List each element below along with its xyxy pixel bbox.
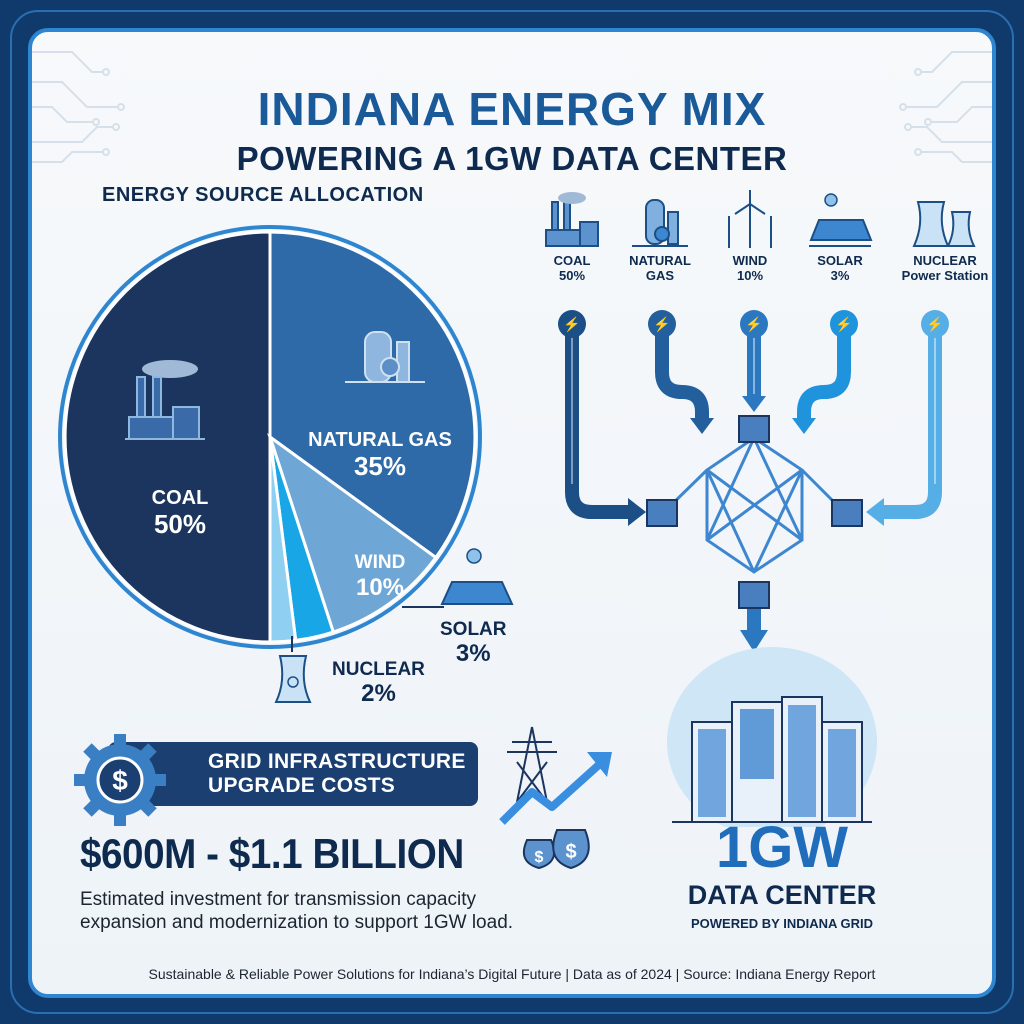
solar-panel-icon [402, 548, 514, 608]
svg-text:$: $ [565, 841, 576, 863]
energy-pie-chart: COAL 50% NATURAL GAS 35% WIND 10% [50, 217, 490, 657]
nuclear-cooling-tower-icon [912, 201, 976, 247]
coal-plant-icon [545, 192, 599, 247]
source-nuclear: NUCLEAR Power Station [890, 190, 992, 284]
circuit-decoration-left [32, 51, 125, 163]
nuclear-callout: NUCLEAR 2% [332, 659, 425, 707]
pie-slice-nuclear [268, 436, 298, 644]
grid-network-hub [662, 436, 846, 574]
nuclear-cooling-tower-icon [274, 636, 312, 703]
solar-panel-icon [809, 193, 873, 247]
cost-badge: GRID INFRASTRUCTURE UPGRADE COSTS [108, 742, 478, 806]
coal-name: COAL [151, 487, 209, 509]
outer-frame [10, 10, 1014, 1014]
source-solar-label: SOLAR [817, 253, 863, 268]
svg-text:⚡: ⚡ [835, 316, 852, 333]
gas-refinery-icon [632, 199, 688, 247]
svg-text:$: $ [535, 849, 544, 866]
output-capacity: 1GW [715, 815, 849, 880]
cost-badge-line2: UPGRADE COSTS [208, 774, 396, 797]
source-wind-value: 10% [736, 267, 764, 283]
cost-range-value: $600M - $1.1 BILLION [80, 830, 464, 877]
output-label: DATA CENTER [687, 880, 877, 910]
coal-percent: 50% [153, 509, 207, 539]
source-solar-value: 3% [830, 267, 850, 283]
pie-label-wind: WIND 10% [340, 552, 420, 601]
source-natural-gas: NATURAL GAS [620, 190, 700, 284]
source-coal: COAL 50% [532, 190, 612, 284]
source-nuclear-value: Power Station [901, 267, 989, 283]
pie-slice-wind [267, 433, 438, 634]
gas-name: NATURAL GAS [308, 429, 452, 451]
source-wind: WIND 10% [710, 190, 790, 284]
data-center-building-icon [667, 647, 877, 827]
output-tagline: POWERED BY INDIANA GRID [690, 916, 873, 931]
source-gas-label: NATURAL [629, 253, 691, 268]
pie-label-coal: COAL 50% [140, 487, 220, 540]
source-wind-label: WIND [732, 253, 768, 268]
gas-percent: 35% [353, 451, 407, 481]
footer-note: Sustainable & Reliable Power Solutions f… [148, 966, 876, 982]
wind-name: WIND [354, 552, 406, 573]
solar-callout: SOLAR 3% [440, 619, 507, 667]
infographic-panel: INDIANA ENERGY MIX POWERING A 1GW DATA C… [28, 28, 996, 998]
svg-text:⚡: ⚡ [653, 316, 670, 333]
source-coal-label: COAL [553, 253, 591, 268]
nuclear-name: NUCLEAR [332, 659, 425, 680]
cost-desc-line1: Estimated investment for transmission ca… [80, 889, 476, 910]
wind-turbine-icon [728, 190, 772, 248]
svg-text:⚡: ⚡ [926, 316, 943, 333]
gear-dollar-icon: $ [74, 734, 166, 826]
gas-refinery-icon [345, 331, 425, 383]
cost-description: Estimated investment for transmission ca… [80, 888, 513, 934]
svg-text:$: $ [112, 765, 128, 796]
grid-flow-diagram: ⚡ ⚡ ⚡ ⚡ ⚡ [558, 310, 949, 652]
transformer-icons [646, 415, 863, 609]
pie-slice-natural-gas [268, 230, 477, 560]
cost-desc-line2: expansion and modernization to support 1… [80, 912, 514, 933]
svg-text:⚡: ⚡ [745, 316, 762, 333]
svg-text:⚡: ⚡ [563, 316, 580, 333]
wind-percent: 10% [355, 573, 405, 601]
source-solar: SOLAR 3% [800, 190, 880, 284]
page-title: INDIANA ENERGY MIX [257, 83, 767, 135]
source-nuclear-label: NUCLEAR [913, 253, 977, 268]
source-coal-value: 50% [558, 267, 586, 283]
circuit-decoration-right [899, 51, 992, 163]
page-subtitle: POWERING A 1GW DATA CENTER [236, 140, 788, 177]
pie-chart-title: ENERGY SOURCE ALLOCATION [102, 184, 424, 206]
source-nodes: ⚡ ⚡ ⚡ ⚡ ⚡ [558, 310, 949, 338]
cost-badge-line1: GRID INFRASTRUCTURE [208, 750, 466, 773]
source-gas-value: GAS [645, 267, 675, 283]
nuclear-percent: 2% [361, 679, 396, 707]
solar-percent: 3% [455, 639, 491, 667]
pie-label-natural-gas: NATURAL GAS 35% [300, 429, 460, 482]
coal-plant-icon [125, 360, 205, 440]
solar-name: SOLAR [440, 619, 507, 640]
transmission-tower-growth-icon: $ $ [499, 726, 612, 870]
